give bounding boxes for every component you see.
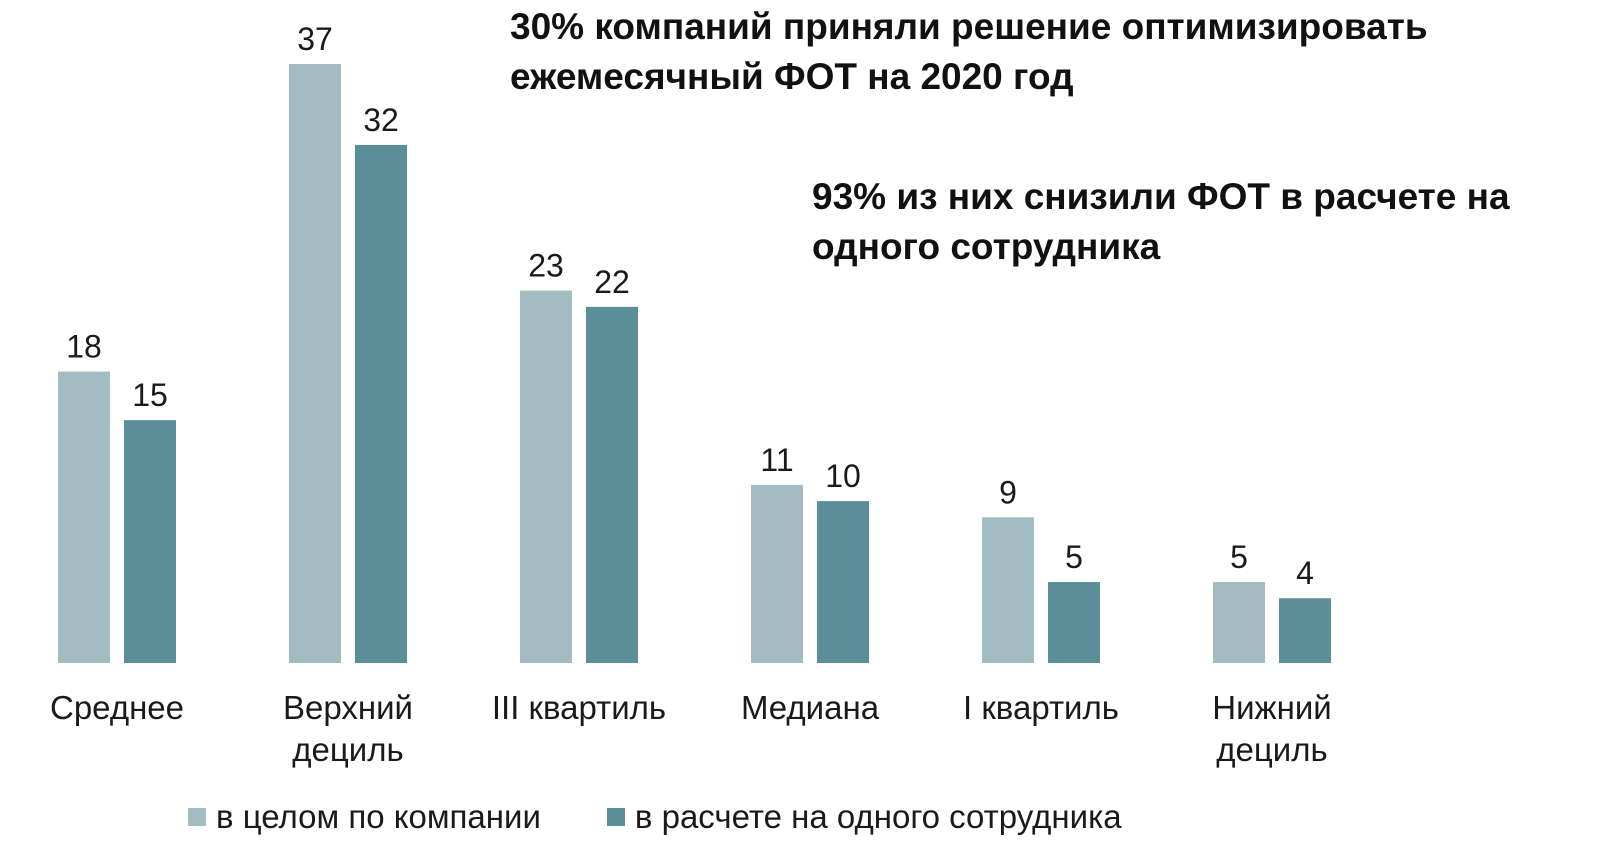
- bar-value-label-per-employee-5: 4: [1296, 555, 1314, 591]
- bar-value-label-per-employee-1: 32: [363, 102, 399, 138]
- bar-company-2: [520, 290, 572, 663]
- headline-reduced-per-employee: 93% из них снизили ФОТ в расчете на одно…: [812, 176, 1510, 267]
- category-label-5-line-1: дециль: [1216, 731, 1327, 768]
- bar-per-employee-4: [1048, 582, 1100, 663]
- bar-per-employee-0: [124, 420, 176, 663]
- bar-value-label-per-employee-0: 15: [132, 377, 168, 413]
- bar-company-3: [751, 484, 803, 663]
- bar-value-label-per-employee-4: 5: [1065, 539, 1083, 575]
- bar-value-label-company-3: 11: [760, 442, 793, 478]
- category-label-2-line-0: III квартиль: [492, 689, 666, 726]
- bar-value-label-company-1: 37: [297, 21, 333, 57]
- bar-company-4: [982, 517, 1034, 663]
- bar-value-label-company-4: 9: [999, 474, 1017, 510]
- bar-company-1: [289, 64, 341, 663]
- bar-per-employee-1: [355, 144, 407, 664]
- bar-chart: 18 15 Среднее 37 32 Верхний дециль 23 22 III квар…: [50, 21, 1332, 768]
- bar-per-employee-2: [586, 306, 638, 663]
- bar-value-label-company-5: 5: [1230, 539, 1248, 575]
- legend-swatch-company: [188, 808, 206, 826]
- category-label-4-line-0: I квартиль: [963, 689, 1119, 726]
- headline-companies-optimized: 30% компаний приняли решение оптимизиров…: [510, 6, 1428, 97]
- bar-per-employee-5: [1279, 598, 1331, 663]
- bar-company-0: [58, 371, 110, 663]
- bar-value-label-per-employee-2: 22: [594, 264, 630, 300]
- legend-item-per-employee: в расчете на одного сотрудника: [606, 798, 1122, 836]
- category-label-3-line-0: Медиана: [741, 689, 880, 726]
- bar-per-employee-3: [817, 501, 869, 663]
- bar-value-label-per-employee-3: 10: [825, 458, 861, 494]
- legend-item-company: в целом по компании: [188, 798, 541, 836]
- bar-value-label-company-0: 18: [66, 329, 102, 365]
- legend-swatch-per-employee: [606, 808, 625, 826]
- category-label-1-line-0: Верхний: [283, 689, 413, 726]
- bar-company-5: [1213, 582, 1265, 663]
- category-label-0-line-0: Среднее: [50, 689, 184, 726]
- bar-value-label-company-2: 23: [528, 248, 564, 284]
- category-label-1-line-1: дециль: [292, 731, 403, 768]
- legend-label-per-employee: в расчете на одного сотрудника: [634, 798, 1122, 835]
- category-label-5-line-0: Нижний: [1212, 689, 1331, 726]
- chart-legend: в целом по компании в расчете на одного …: [188, 798, 1188, 836]
- legend-label-company: в целом по компании: [216, 798, 541, 835]
